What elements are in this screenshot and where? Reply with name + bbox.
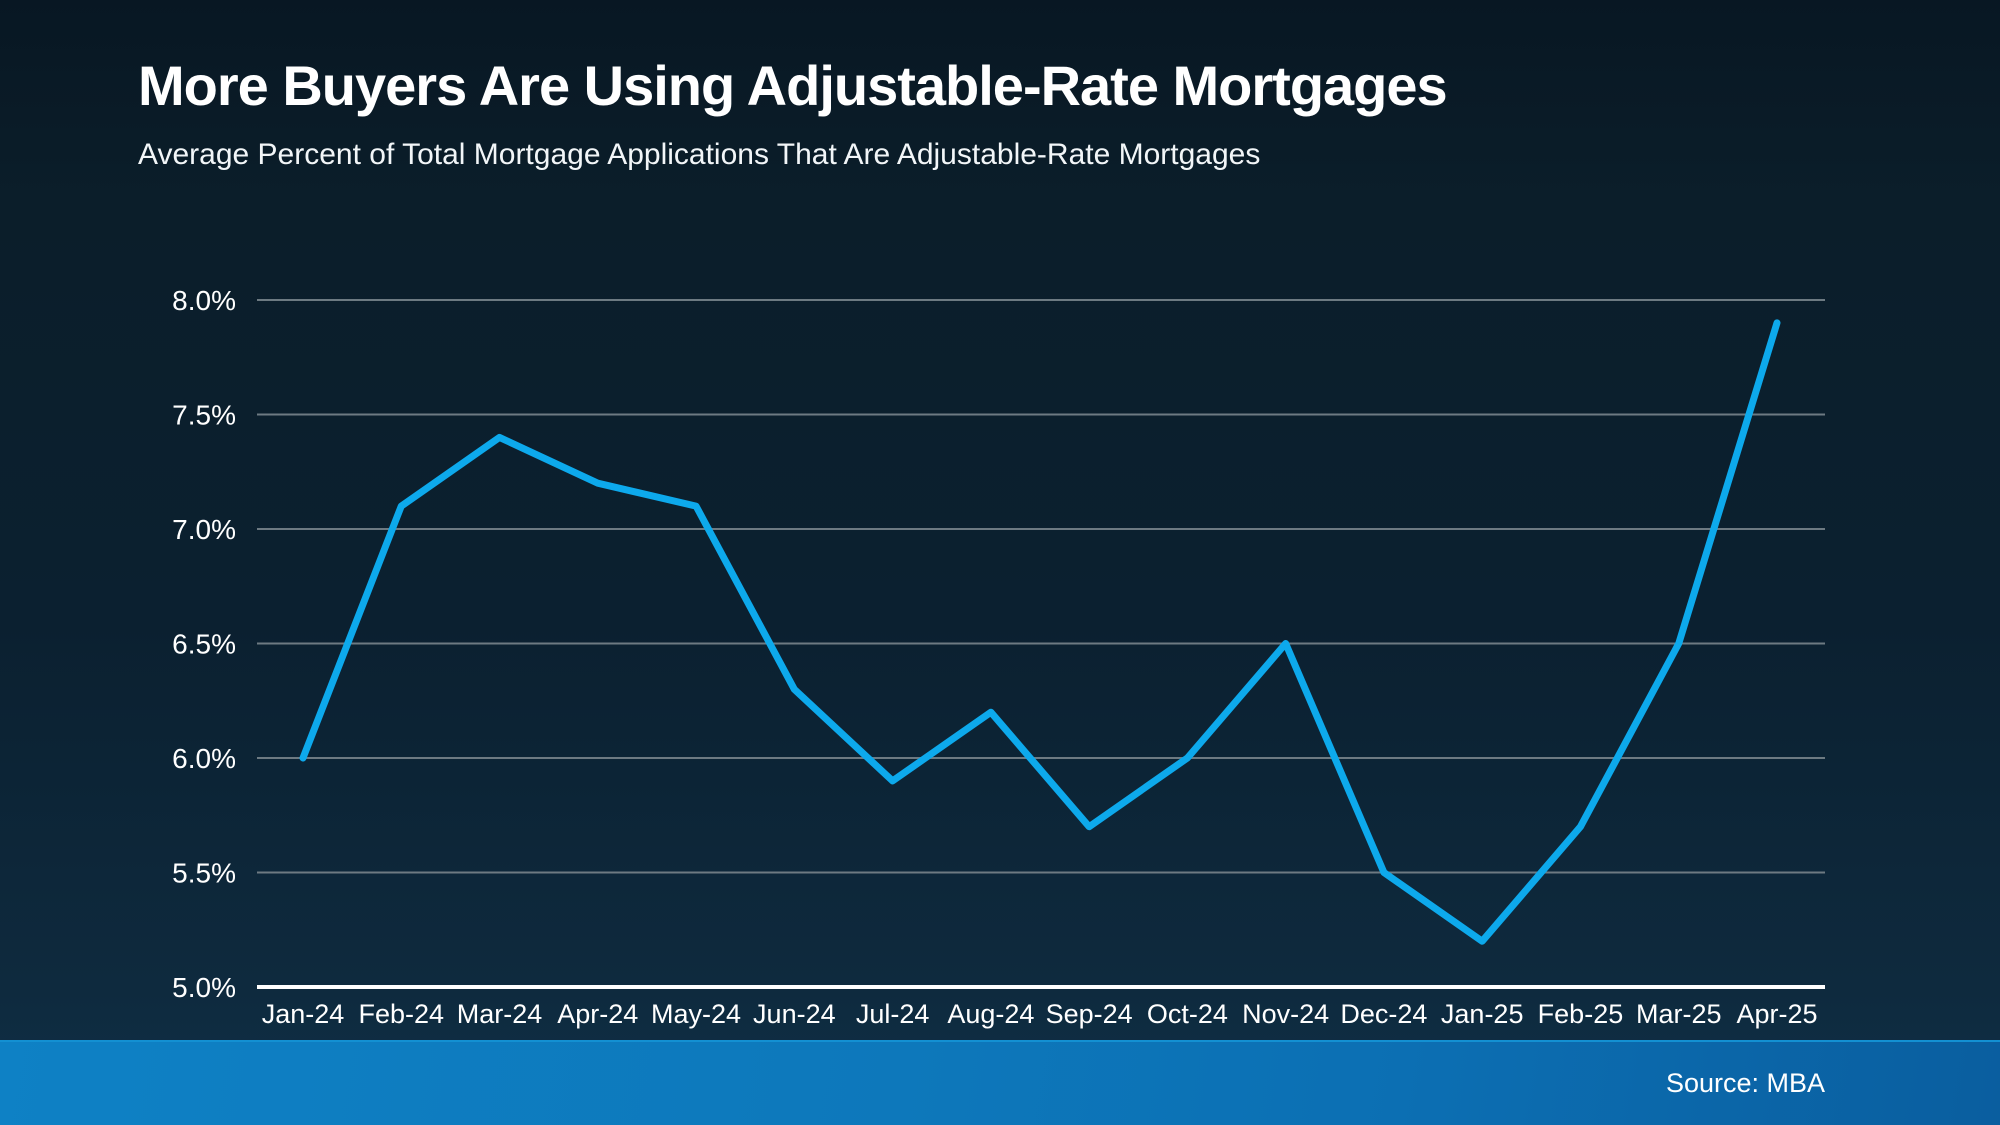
chart-subtitle: Average Percent of Total Mortgage Applic… xyxy=(138,138,1261,171)
x-tick-label: Mar-24 xyxy=(457,999,543,1029)
x-tick-label: Apr-25 xyxy=(1736,999,1817,1029)
y-tick-label: 5.0% xyxy=(172,972,236,1003)
x-tick-label: Feb-24 xyxy=(358,999,444,1029)
x-tick-label: Oct-24 xyxy=(1147,999,1228,1029)
y-tick-label: 7.0% xyxy=(172,514,236,545)
x-tick-label: Mar-25 xyxy=(1636,999,1722,1029)
x-tick-label: Jul-24 xyxy=(856,999,930,1029)
chart-title: More Buyers Are Using Adjustable-Rate Mo… xyxy=(138,54,1448,117)
x-tick-label: May-24 xyxy=(651,999,741,1029)
chart-header: More Buyers Are Using Adjustable-Rate Mo… xyxy=(138,54,1448,172)
x-tick-label: Apr-24 xyxy=(557,999,638,1029)
data-line xyxy=(299,319,1781,945)
y-tick-label: 7.5% xyxy=(172,400,236,431)
x-tick-label: Sep-24 xyxy=(1046,999,1133,1029)
y-tick-label: 8.0% xyxy=(172,285,236,316)
y-tick-label: 6.0% xyxy=(172,743,236,774)
footer-bar: Source: MBA xyxy=(0,1040,2000,1125)
y-tick-label: 6.5% xyxy=(172,629,236,660)
x-tick-label: Jan-24 xyxy=(262,999,345,1029)
x-tick-label: Dec-24 xyxy=(1340,999,1427,1029)
source-label: Source: MBA xyxy=(1665,1068,1825,1098)
x-tick-label: Jun-24 xyxy=(753,999,836,1029)
x-tick-label: Aug-24 xyxy=(947,999,1034,1029)
y-tick-label: 5.5% xyxy=(172,858,236,889)
x-tick-label: Feb-25 xyxy=(1538,999,1624,1029)
x-tick-label: Jan-25 xyxy=(1441,999,1524,1029)
x-tick-label: Nov-24 xyxy=(1242,999,1329,1029)
